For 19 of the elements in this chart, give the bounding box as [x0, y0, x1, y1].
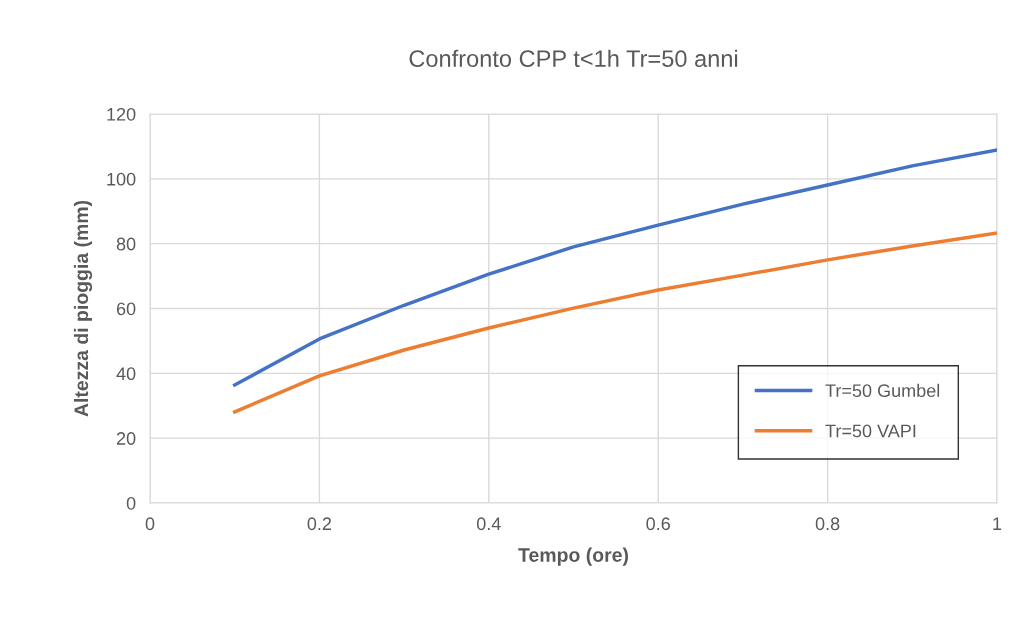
x-tick-label: 0 — [145, 517, 155, 531]
y-axis-title: Altezza di pioggia (mm) — [73, 200, 93, 417]
y-tick-label: 80 — [116, 237, 136, 251]
legend-label: Tr=50 Gumbel — [825, 383, 940, 398]
legend-label: Tr=50 VAPI — [825, 424, 916, 438]
chart-title: Confronto CPP t<1h Tr=50 anni — [409, 49, 738, 68]
x-tick-label: 0.2 — [307, 517, 332, 531]
y-tick-label: 40 — [116, 367, 136, 381]
x-tick-label: 0.4 — [476, 517, 501, 531]
line-series — [232, 231, 997, 414]
y-tick-label: 0 — [126, 496, 136, 510]
y-tick-label: 20 — [116, 432, 136, 445]
x-tick-label: 0.8 — [815, 517, 840, 531]
y-tick-label: 120 — [107, 107, 136, 121]
x-axis-title: Tempo (ore) — [518, 547, 628, 566]
y-tick-label: 60 — [116, 302, 136, 316]
x-tick-label: 0.6 — [646, 517, 670, 531]
y-tick-label: 100 — [107, 172, 136, 186]
x-tick-label: 1 — [993, 517, 1002, 530]
